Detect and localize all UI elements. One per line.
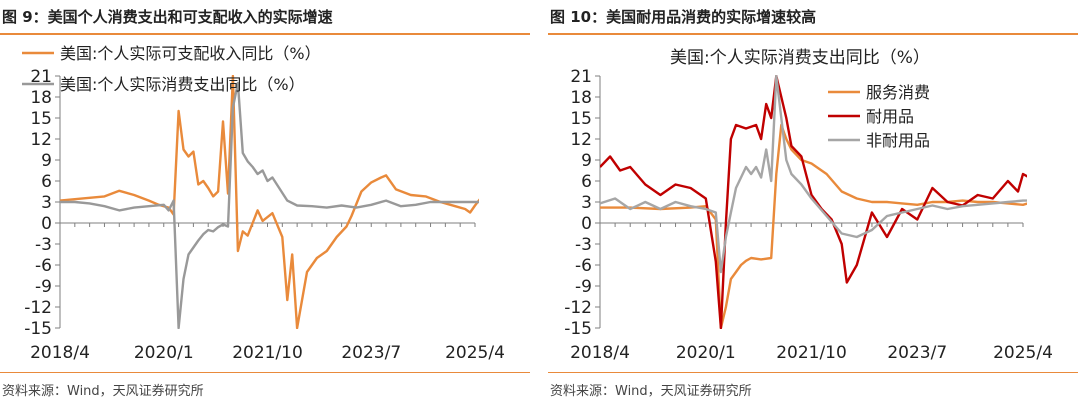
source-divider — [548, 372, 1078, 373]
series-line-2 — [60, 81, 479, 329]
chart-panel-right: 图 10：美国耐用品消费的实际增速较高 -15 -12 -9 -6 -3 0 3 6 9 12 15… — [548, 0, 1078, 406]
series-line-1 — [60, 75, 479, 329]
title-divider — [548, 33, 1078, 35]
x-tick-label: 2021/10 — [776, 343, 847, 363]
legend-label: 服务消费 — [866, 83, 930, 102]
y-tick-label: -6 — [575, 256, 592, 276]
x-tick-label: 2021/10 — [232, 343, 303, 363]
legend-label: 非耐用品 — [866, 131, 930, 150]
y-tick-label: 15 — [570, 109, 592, 129]
y-tick-label: 9 — [41, 151, 52, 171]
y-tick-label: 0 — [41, 214, 52, 234]
chart-title: 美国:个人实际消费支出同比（%） — [670, 48, 930, 68]
x-tick-label: 2023/7 — [887, 343, 947, 363]
y-tick-label: 3 — [41, 193, 52, 213]
x-tick-label: 2018/4 — [30, 343, 90, 363]
y-tick-label: -3 — [35, 235, 52, 255]
source-note: 资料来源：Wind，天风证券研究所 — [550, 384, 752, 399]
y-tick-label: 21 — [30, 67, 52, 87]
source-divider — [0, 372, 530, 373]
x-tick-label: 2020/1 — [134, 343, 194, 363]
y-tick-label: 21 — [570, 67, 592, 87]
y-tick-label: -15 — [24, 319, 52, 339]
y-tick-label: 12 — [30, 130, 52, 150]
series-line-1 — [600, 123, 1027, 329]
y-tick-label: -9 — [35, 277, 52, 297]
legend-label: 美国:个人实际可支配收入同比（%） — [60, 44, 321, 63]
legend-label: 美国:个人实际消费支出同比（%） — [60, 75, 305, 94]
y-tick-label: 18 — [570, 88, 592, 108]
panel-title: 图 9：美国个人消费支出和可支配收入的实际增速 — [2, 8, 333, 26]
x-tick-label: 2023/7 — [341, 343, 401, 363]
legend-label: 耐用品 — [866, 107, 914, 126]
series-line-3 — [600, 75, 1027, 274]
y-tick-label: 18 — [30, 88, 52, 108]
x-tick-label: 2018/4 — [570, 343, 630, 363]
y-tick-label: 3 — [581, 193, 592, 213]
y-tick-label: -12 — [24, 298, 52, 318]
y-tick-label: -12 — [564, 298, 592, 318]
y-tick-label: 6 — [41, 172, 52, 192]
y-tick-label: -15 — [564, 319, 592, 339]
chart-panel-left: 图 9：美国个人消费支出和可支配收入的实际增速 -15 -12 -9 -6 -3 0 3 6 9… — [0, 0, 530, 406]
x-tick-label: 2020/1 — [676, 343, 736, 363]
y-tick-label: -9 — [575, 277, 592, 297]
title-divider — [0, 33, 530, 35]
panel-title: 图 10：美国耐用品消费的实际增速较高 — [550, 8, 817, 26]
y-tick-label: 9 — [581, 151, 592, 171]
y-tick-label: 0 — [581, 214, 592, 234]
y-tick-label: 6 — [581, 172, 592, 192]
y-tick-label: 15 — [30, 109, 52, 129]
y-tick-label: -6 — [35, 256, 52, 276]
source-note: 资料来源：Wind，天风证券研究所 — [2, 384, 204, 399]
y-tick-label: 12 — [570, 130, 592, 150]
series-line-2 — [600, 75, 1027, 329]
x-tick-label: 2025/4 — [993, 343, 1053, 363]
x-tick-label: 2025/4 — [445, 343, 505, 363]
y-tick-label: -3 — [575, 235, 592, 255]
